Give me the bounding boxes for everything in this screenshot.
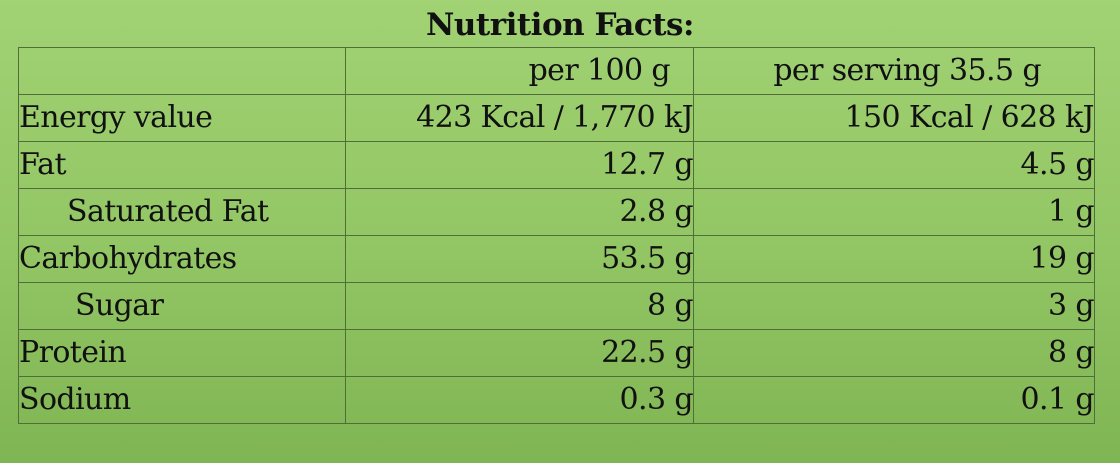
row-label: Fat [18,141,346,189]
row-label: Saturated Fat [18,188,346,236]
value-per-serving: 8 g [693,329,1095,377]
value-per-100g: 2.8 g [345,188,694,236]
table-row: Sugar 8 g 3 g [18,282,1095,330]
row-label: Sugar [18,282,346,330]
table-row: Fat 12.7 g 4.5 g [18,141,1095,189]
value-per-100g: 12.7 g [345,141,694,189]
table-row: Saturated Fat 2.8 g 1 g [18,188,1095,236]
table-row: Sodium 0.3 g 0.1 g [18,376,1095,424]
row-label: Carbohydrates [18,235,346,283]
row-label: Energy value [18,94,346,142]
value-per-100g: 53.5 g [345,235,694,283]
value-per-100g: 0.3 g [345,376,694,424]
header-cell-per-100g: per 100 g [345,47,694,95]
value-per-serving: 19 g [693,235,1095,283]
header-cell-nutrient [18,47,346,95]
value-per-100g: 22.5 g [345,329,694,377]
page-title: Nutrition Facts: [426,7,694,43]
row-label: Sodium [18,376,346,424]
row-label: Protein [18,329,346,377]
header-cell-per-serving: per serving 35.5 g [693,47,1095,95]
table-row: Energy value 423 Kcal / 1,770 kJ 150 Kca… [18,94,1095,142]
value-per-serving: 0.1 g [693,376,1095,424]
value-per-serving: 3 g [693,282,1095,330]
value-per-100g: 423 Kcal / 1,770 kJ [345,94,694,142]
value-per-100g: 8 g [345,282,694,330]
value-per-serving: 150 Kcal / 628 kJ [693,94,1095,142]
table-row: Protein 22.5 g 8 g [18,329,1095,377]
nutrition-table: per 100 g per serving 35.5 g Energy valu… [18,47,1095,424]
value-per-serving: 1 g [693,188,1095,236]
table-row: Carbohydrates 53.5 g 19 g [18,235,1095,283]
table-header-row: per 100 g per serving 35.5 g [18,47,1095,95]
value-per-serving: 4.5 g [693,141,1095,189]
